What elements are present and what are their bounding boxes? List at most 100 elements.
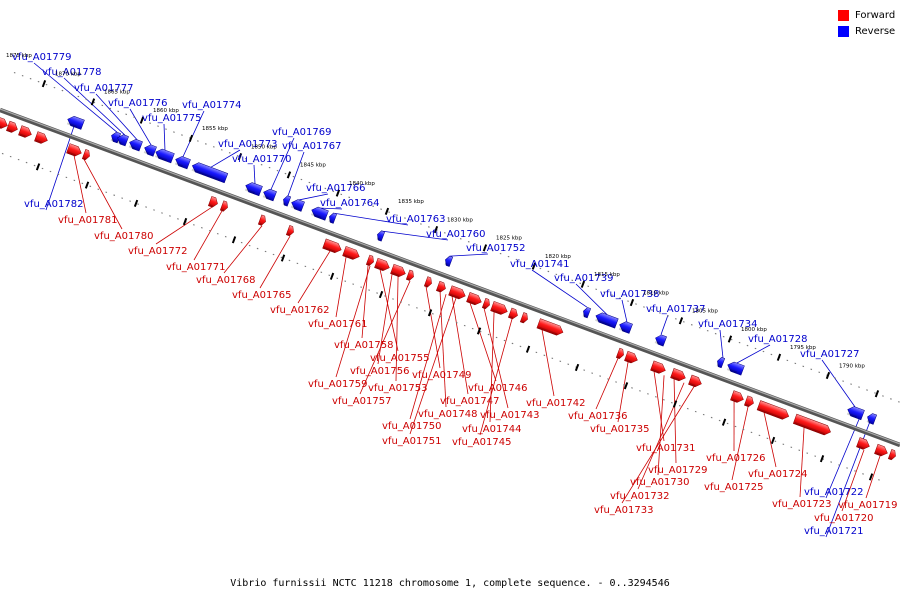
axis-tick (776, 353, 782, 361)
reverse-gene-vfu_A01760 (376, 230, 386, 242)
gene-label-vfu_A01757: vfu_A01757 (332, 396, 391, 407)
leader-line-vfu_A01727 (821, 359, 856, 408)
leader-line-vfu_A01768 (223, 225, 263, 274)
leader-line-vfu_A01762 (297, 250, 331, 304)
gene-label-vfu_A01732: vfu_A01732 (610, 491, 669, 502)
leader-line-vfu_A01777 (95, 93, 138, 140)
legend-forward: Forward (838, 8, 895, 23)
gene-label-vfu_A01746: vfu_A01746 (468, 383, 527, 394)
gene-label-vfu_A01727: vfu_A01727 (800, 349, 859, 360)
axis-tick (825, 371, 831, 380)
scale-label: 1830 kbp (447, 217, 473, 223)
axis-tick (35, 163, 41, 171)
leader-line-vfu_A01723 (799, 427, 805, 498)
scale-label: 1855 kbp (202, 126, 228, 132)
legend-forward-label: Forward (855, 10, 896, 21)
leader-line-vfu_A01738 (621, 299, 628, 323)
scale-label: 1800 kbp (741, 327, 767, 333)
forward-swatch (838, 10, 849, 21)
leader-line-vfu_A01763 (334, 212, 409, 226)
forward-gene-vfu_A01719 (874, 443, 888, 457)
gene-label-vfu_A01764: vfu_A01764 (320, 198, 379, 209)
axis-tick (182, 217, 188, 226)
reverse-gene-vfu_A01774 (174, 156, 191, 170)
scale-label: 1860 kbp (153, 108, 179, 114)
forward-gene-vfu_A01771 (34, 131, 48, 144)
forward-gene-vfu_A01731 (624, 350, 638, 364)
axis-tick (678, 317, 684, 325)
gene-label-vfu_A01760: vfu_A01760 (426, 229, 485, 240)
reverse-gene-vfu_A01769 (262, 188, 277, 202)
axis-tick (237, 153, 243, 161)
axis-tick (623, 382, 629, 390)
leader-line-vfu_A01776 (129, 108, 152, 146)
leader-line-vfu_A01767 (287, 151, 305, 196)
gene-label-vfu_A01719: vfu_A01719 (838, 500, 897, 511)
forward-gene-vfu_A01746 (466, 292, 482, 306)
scale-label: 1840 kbp (349, 181, 375, 187)
axis-tick (672, 400, 678, 408)
gene-label-vfu_A01748: vfu_A01748 (418, 409, 477, 420)
leader-line-vfu_A01747 (451, 296, 469, 395)
scale-label: 1865 kbp (104, 90, 130, 96)
forward-gene-vfu_A01745 (507, 307, 518, 320)
scale-label: 1820 kbp (545, 254, 571, 260)
leader-line-vfu_A01719 (865, 455, 881, 499)
leader-line-vfu_A01764 (320, 207, 343, 210)
axis-tick (819, 455, 825, 463)
gene-label-vfu_A01759: vfu_A01759 (308, 379, 367, 390)
leader-line-vfu_A01735 (617, 361, 629, 423)
reverse-gene-vfu_A01764 (310, 206, 329, 221)
forward-gene-vfu_A01742 (519, 312, 528, 324)
gene-label-vfu_A01724: vfu_A01724 (748, 469, 807, 480)
forward-gene-vfu_A01762 (207, 195, 218, 208)
reverse-gene-vfu_A01773 (191, 162, 229, 184)
forward-gene-vfu_A01725 (792, 413, 831, 436)
gene-label-vfu_A01778: vfu_A01778 (42, 67, 101, 78)
gene-label-vfu_A01720: vfu_A01720 (814, 513, 873, 524)
leader-line-vfu_A01755 (379, 269, 399, 352)
leader-line-vfu_A01729 (673, 379, 677, 464)
forward-gene-vfu_A01723 (856, 437, 870, 450)
gene-label-vfu_A01729: vfu_A01729 (648, 465, 707, 476)
axis-tick (384, 207, 390, 215)
leader-line-vfu_A01771 (193, 210, 223, 261)
forward-gene-vfu_A01759 (342, 246, 360, 260)
axis-tick (427, 309, 433, 317)
gene-features (0, 115, 896, 461)
forward-gene-vfu_A01781 (0, 116, 8, 129)
gene-label-vfu_A01761: vfu_A01761 (308, 319, 367, 330)
leader-line-vfu_A01749 (425, 286, 441, 369)
scale-label: 1805 kbp (692, 309, 718, 315)
forward-gene-vfu_A01726 (743, 395, 754, 408)
axis-tick (139, 116, 145, 124)
forward-gene-vfu_A01736 (536, 318, 564, 336)
leader-line-vfu_A01782 (45, 117, 78, 211)
leader-line-vfu_A01769 (270, 137, 295, 190)
reverse-gene-vfu_A01767 (282, 195, 292, 207)
leader-line-vfu_A01779 (33, 62, 118, 133)
axis-tick (531, 262, 537, 270)
axis-tick (574, 363, 580, 372)
gene-label-vfu_A01772: vfu_A01772 (128, 246, 187, 257)
leader-line-vfu_A01773 (210, 149, 241, 168)
scale-label: 1790 kbp (839, 363, 865, 369)
reverse-gene-vfu_A01778 (116, 134, 129, 147)
backbone-line (0, 107, 900, 448)
axis-tick (188, 134, 194, 143)
leader-line-vfu_A01752 (449, 253, 489, 257)
axis-tick (335, 189, 341, 197)
forward-gene-vfu_A01772 (18, 125, 32, 138)
axis-tick (378, 290, 384, 299)
gene-label-vfu_A01738: vfu_A01738 (600, 289, 659, 300)
gene-label-vfu_A01743: vfu_A01743 (480, 410, 539, 421)
gene-label-vfu_A01750: vfu_A01750 (382, 421, 441, 432)
leader-line-vfu_A01780 (83, 159, 123, 230)
forward-gene-vfu_A01720 (887, 449, 896, 461)
leader-line-vfu_A01733 (621, 386, 695, 504)
forward-gene-vfu_A01730 (670, 368, 686, 382)
gene-label-vfu_A01756: vfu_A01756 (350, 366, 409, 377)
forward-gene-vfu_A01732 (688, 374, 702, 388)
forward-gene-vfu_A01757 (374, 257, 390, 271)
